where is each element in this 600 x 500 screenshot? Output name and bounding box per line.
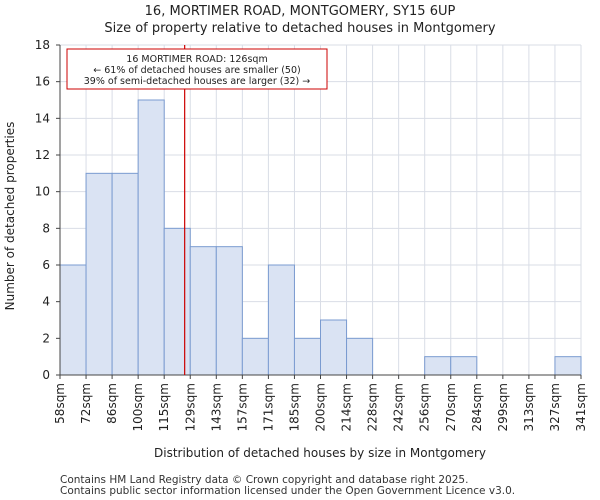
x-tick-label: 270sqm (444, 383, 458, 431)
x-tick-label: 58sqm (53, 383, 67, 424)
bar-58sqm (59, 264, 87, 376)
bar-72sqm (85, 172, 113, 376)
y-tick-label: 0 (42, 368, 50, 382)
y-tick-label: 4 (42, 295, 50, 309)
axes-layer: 0 2 4 6 8 10 12 14 16 18 58sqm 72sqm 86sqm 100sqm 115s… (35, 38, 588, 431)
annotation-line-1: 16 MORTIMER ROAD: 126sqm (126, 54, 267, 65)
x-tick-label: 284sqm (470, 383, 484, 431)
chart-title: 16, MORTIMER ROAD, MONTGOMERY, SY15 6UP (144, 4, 456, 19)
y-tick-label: 8 (42, 221, 50, 235)
bar-214sqm (346, 337, 374, 376)
x-tick-label: 214sqm (340, 383, 354, 431)
x-tick-label: 256sqm (418, 383, 432, 431)
y-tick-label: 6 (42, 258, 50, 272)
chart-subtitle: Size of property relative to detached ho… (104, 21, 496, 36)
x-axis-label: Distribution of detached houses by size … (154, 446, 486, 460)
x-tick-label: 143sqm (209, 383, 223, 431)
bar-86sqm (111, 172, 139, 376)
y-tick-label: 16 (35, 75, 50, 89)
x-tick-label: 228sqm (366, 383, 380, 431)
footer-line-1: Contains HM Land Registry data © Crown c… (60, 474, 469, 486)
footer-line-2: Contains public sector information licen… (60, 485, 516, 497)
x-tick-label: 115sqm (157, 383, 171, 431)
y-tick-label: 2 (42, 331, 50, 345)
bar-256sqm (424, 356, 452, 376)
y-axis-label: Number of detached properties (3, 122, 17, 311)
bar-157sqm (241, 337, 269, 376)
x-tick-label: 341sqm (574, 383, 588, 431)
bar-171sqm (267, 264, 295, 376)
bar-185sqm (293, 337, 322, 376)
x-tick-label: 171sqm (261, 383, 275, 431)
marker-layer: 16 MORTIMER ROAD: 126sqm← 61% of detache… (66, 45, 328, 375)
bar-270sqm (450, 356, 478, 376)
x-tick-label: 299sqm (496, 383, 510, 431)
y-tick-label: 10 (35, 185, 50, 199)
bar-129sqm (189, 246, 217, 376)
x-tick-label: 157sqm (235, 383, 249, 431)
x-tick-label: 313sqm (522, 383, 536, 431)
x-tick-label: 72sqm (79, 383, 93, 424)
annotation-box (66, 48, 328, 90)
x-tick-label: 185sqm (287, 383, 301, 431)
bars-layer (59, 99, 582, 376)
x-tick-label: 129sqm (183, 383, 197, 431)
x-tick-label: 242sqm (392, 383, 406, 431)
x-tick-label: 100sqm (131, 383, 145, 431)
bar-100sqm (137, 99, 165, 376)
y-tick-label: 12 (35, 148, 50, 162)
annotation-line-3: 39% of semi-detached houses are larger (… (84, 76, 311, 87)
x-tick-label: 327sqm (548, 383, 562, 431)
annotation-line-2: ← 61% of detached houses are smaller (50… (93, 65, 300, 76)
y-tick-label: 14 (35, 111, 50, 125)
x-tick-label: 86sqm (105, 383, 119, 424)
bar-200sqm (320, 319, 348, 376)
bar-115sqm (163, 227, 191, 376)
bar-143sqm (215, 246, 243, 376)
bar-327sqm (554, 356, 582, 376)
y-tick-label: 18 (35, 38, 50, 52)
x-tick-label: 200sqm (314, 383, 328, 431)
